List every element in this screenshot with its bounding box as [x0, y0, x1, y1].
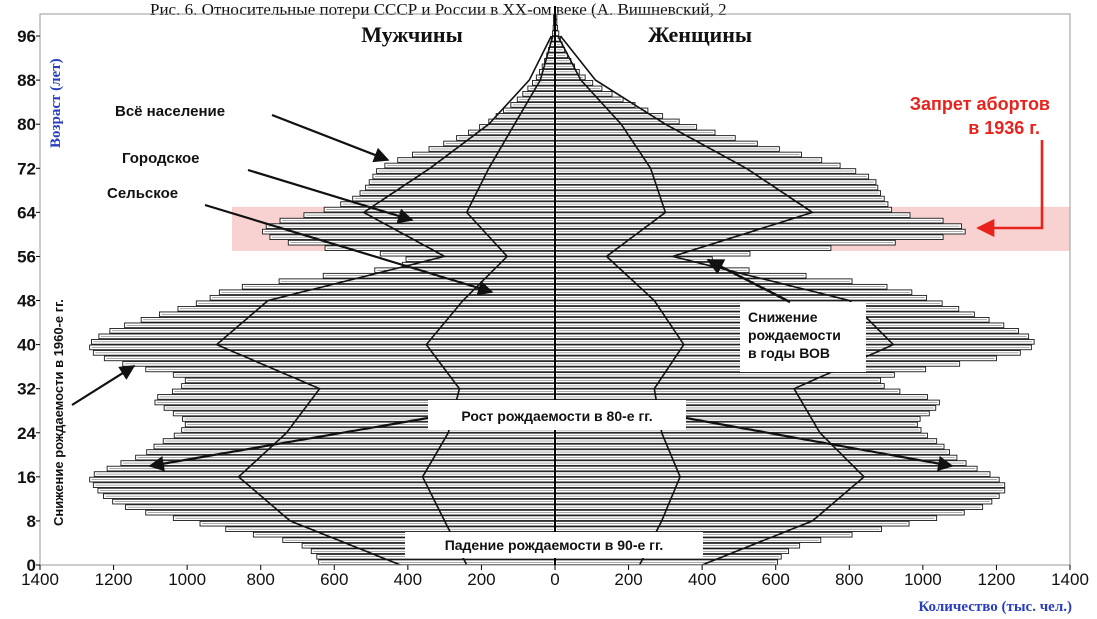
annotation-ww2-line1: Снижение: [748, 309, 818, 325]
series-line-rural-female: [557, 35, 685, 566]
y-tick-label: 0: [27, 556, 36, 575]
arrow-urban: [247, 168, 414, 224]
x-tick-label: 1000: [168, 570, 206, 589]
y-tick-label: 8: [27, 512, 36, 531]
arrow-growth-80s-left: [148, 416, 429, 472]
annotation-all-population: Всё население: [115, 103, 225, 120]
annotation-ww2-line2: рождаемости: [748, 327, 841, 343]
arrow-decline-1960s: [71, 365, 136, 406]
annotations-layer: Мужчины Женщины Всё население Городское Сель…: [51, 22, 1050, 558]
arrow-ww2: [706, 258, 791, 304]
arrow-abortion-ban: [976, 140, 1044, 238]
y-tick-label: 64: [17, 203, 36, 222]
group-label-female: Женщины: [648, 22, 752, 47]
x-tick-label: 600: [320, 570, 348, 589]
x-tick-label: 1400: [21, 570, 59, 589]
annotation-rural: Сельское: [107, 185, 178, 202]
x-axis-label: Количество (тыс. чел.): [918, 599, 1072, 615]
x-tick-label: 200: [467, 570, 495, 589]
y-tick-label: 40: [17, 336, 36, 355]
y-tick-label: 72: [17, 159, 36, 178]
y-tick-label: 96: [17, 27, 36, 46]
series-lines-layer: [215, 35, 895, 566]
arrow-rural: [204, 203, 494, 296]
y-axis-label: Возраст (лет): [48, 58, 64, 148]
x-tick-label: 1000: [904, 570, 942, 589]
y-tick-label: 16: [17, 468, 36, 487]
x-tick-label: 400: [394, 570, 422, 589]
group-label-male: Мужчины: [361, 22, 463, 47]
ww2-label-box: [740, 302, 866, 372]
annotation-ww2-line3: в годы ВОВ: [748, 345, 830, 361]
y-tick-label: 24: [17, 424, 36, 443]
arrow-all-population: [271, 113, 390, 163]
x-tick-label: 1200: [978, 570, 1016, 589]
series-line-rural-male: [421, 35, 554, 566]
y-tick-label: 32: [17, 380, 36, 399]
x-tick-label: 800: [247, 570, 275, 589]
arrow-growth-80s-right: [685, 416, 954, 472]
x-tick-label: 400: [688, 570, 716, 589]
fall-90s-box: [405, 532, 703, 558]
x-tick-label: 600: [762, 570, 790, 589]
axes-layer: 1400 1200 1000 800 600 400 200 0 200 400 600 800 100…: [17, 6, 1089, 615]
annotation-abortion-ban-line1: Запрет абортов: [910, 94, 1050, 114]
y-tick-label: 88: [17, 71, 36, 90]
annotation-growth-80s: Рост рождаемости в 80-е гг.: [461, 408, 652, 424]
annotation-urban: Городское: [122, 150, 200, 167]
bars-layer: [89, 13, 1035, 566]
x-tick-label: 200: [614, 570, 642, 589]
y-tick-label: 80: [17, 115, 36, 134]
x-tick-label: 0: [550, 570, 559, 589]
series-line-urban-male: [215, 35, 553, 566]
annotation-abortion-ban-line2: в 1936 г.: [968, 118, 1040, 138]
x-tick-label: 1200: [95, 570, 133, 589]
growth-80s-box: [428, 400, 686, 430]
annotation-decline-1960s: Снижение рождаемости в 1960-е гг.: [51, 299, 66, 526]
x-tick-label: 800: [835, 570, 863, 589]
annotation-fall-90s: Падение рождаемости в 90-е гг.: [445, 537, 664, 553]
series-line-urban-female: [559, 35, 895, 566]
y-tick-label: 56: [17, 247, 36, 266]
x-tick-label: 1400: [1051, 570, 1089, 589]
y-tick-label: 48: [17, 292, 36, 311]
